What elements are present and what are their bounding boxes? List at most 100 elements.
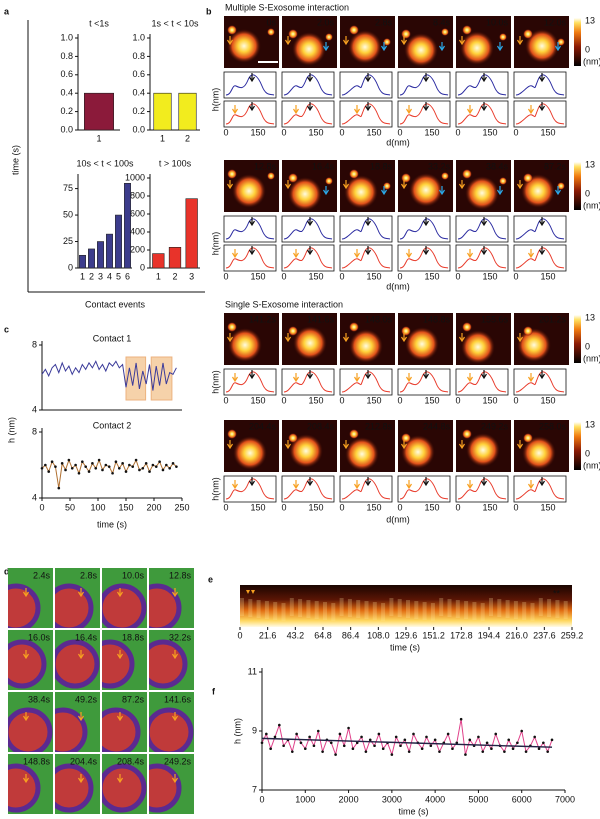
- kymo-streak: [555, 600, 560, 618]
- y-axis-label: h(nm): [210, 477, 220, 501]
- exosome: [349, 329, 383, 363]
- profile-tick-label: 0: [223, 395, 228, 405]
- tile-time: 2.8s: [80, 570, 98, 580]
- arrow: [292, 249, 300, 259]
- profile-box: [223, 368, 277, 396]
- data-point: [84, 465, 87, 468]
- profile-curve: [515, 218, 565, 240]
- arrow: [116, 588, 124, 598]
- arrow: [400, 36, 408, 46]
- profile-box: [281, 100, 335, 128]
- arrow: [364, 477, 372, 487]
- data-point: [291, 750, 294, 753]
- data-point: [490, 747, 493, 750]
- y-tick-label: 0.4: [132, 88, 145, 98]
- afm-frame: 244.8s: [398, 420, 453, 472]
- afm-frame: 258.0s: [514, 420, 569, 472]
- particle: [227, 322, 237, 332]
- cell-body: [149, 707, 194, 752]
- data-point: [329, 741, 333, 745]
- frame-time: 2.0s: [317, 17, 335, 27]
- data-point: [321, 750, 324, 753]
- colorbar: [574, 18, 581, 66]
- x-tick-label: 172.8: [450, 630, 473, 640]
- hs-afm-tile: 87.2s: [102, 692, 147, 752]
- frame-time: 0s: [266, 17, 276, 27]
- afm-frame: 12.8s: [224, 160, 279, 212]
- data-point: [403, 738, 407, 742]
- data-point: [546, 750, 549, 753]
- exosome: [405, 327, 439, 361]
- profile-curve: [225, 247, 275, 269]
- x-tick-label: 64.8: [314, 630, 332, 640]
- bar: [106, 233, 113, 269]
- x-tick-label: 1000: [295, 794, 315, 804]
- panel-letter: a: [4, 6, 10, 16]
- arrow: [405, 105, 413, 115]
- data-point: [282, 744, 285, 748]
- x-tick-label: 43.2: [287, 630, 305, 640]
- profile-tick-label: 150: [482, 127, 497, 137]
- data-point: [303, 747, 307, 750]
- y-tick-label: 4: [32, 492, 37, 502]
- colorbar: [574, 162, 581, 210]
- hs-afm-tile: 2.4s: [8, 568, 53, 628]
- particle: [523, 326, 533, 336]
- arrow: [248, 217, 256, 227]
- arrow: [116, 712, 124, 722]
- profile-box: [223, 100, 277, 128]
- x-axis-label: time (s): [97, 519, 127, 529]
- chart-title: t <1s: [89, 18, 109, 28]
- data-point: [412, 732, 415, 736]
- profile-tick-label: 150: [482, 271, 497, 281]
- profile-box: [455, 475, 509, 503]
- profile-curve: [225, 74, 275, 96]
- kymo-streak: [240, 598, 244, 616]
- particle: [401, 433, 411, 443]
- y-tick-label: 400: [130, 226, 145, 236]
- arrow: [364, 246, 372, 256]
- x-tick-label: 1: [80, 271, 85, 281]
- particle: [288, 433, 298, 443]
- tile-time: 204.4s: [70, 756, 98, 766]
- profile-curve: [283, 478, 333, 500]
- arrow: [480, 73, 488, 83]
- frame-time: 8.4s: [433, 17, 451, 27]
- afm-frame: 12.0s: [514, 16, 569, 68]
- arrow: [364, 370, 372, 380]
- profile-box: [397, 244, 451, 272]
- data-point: [364, 750, 368, 753]
- profile-curve: [341, 371, 391, 393]
- tile-time: 16.0s: [28, 632, 51, 642]
- x-tick-label: 3: [189, 271, 194, 281]
- kymo-streak: [480, 603, 485, 621]
- data-point: [47, 470, 51, 473]
- x-tick-label: 4: [107, 271, 112, 281]
- exosome: [345, 437, 379, 471]
- data-point: [511, 747, 515, 750]
- chart-title: 1s < t < 10s: [151, 18, 199, 28]
- profile-tick-label: 0: [397, 271, 402, 281]
- data-point: [425, 735, 428, 739]
- y-tick-label: 0.0: [60, 124, 73, 134]
- arrow: [306, 73, 314, 83]
- arrow: [466, 373, 474, 383]
- arrow: [364, 102, 372, 112]
- profile-tick-label: 150: [366, 127, 381, 137]
- profile-curve: [341, 218, 391, 240]
- hs-afm-tile: 2.8s: [55, 568, 100, 628]
- colorbar-label: 0: [585, 341, 590, 351]
- kymo-streak: [513, 601, 518, 619]
- arrow: [77, 588, 85, 598]
- arrow: [77, 650, 85, 660]
- profile-box: [397, 368, 451, 396]
- y-tick-label: 0.6: [132, 69, 145, 79]
- profile-tick-label: 0: [455, 271, 460, 281]
- colorbar-label: (nm): [583, 460, 600, 470]
- profile-tick-label: 0: [281, 127, 286, 137]
- bar: [79, 254, 86, 269]
- data-point: [485, 741, 489, 745]
- profile-curve: [457, 371, 507, 393]
- arrow: [231, 105, 239, 115]
- profile-box: [513, 100, 567, 128]
